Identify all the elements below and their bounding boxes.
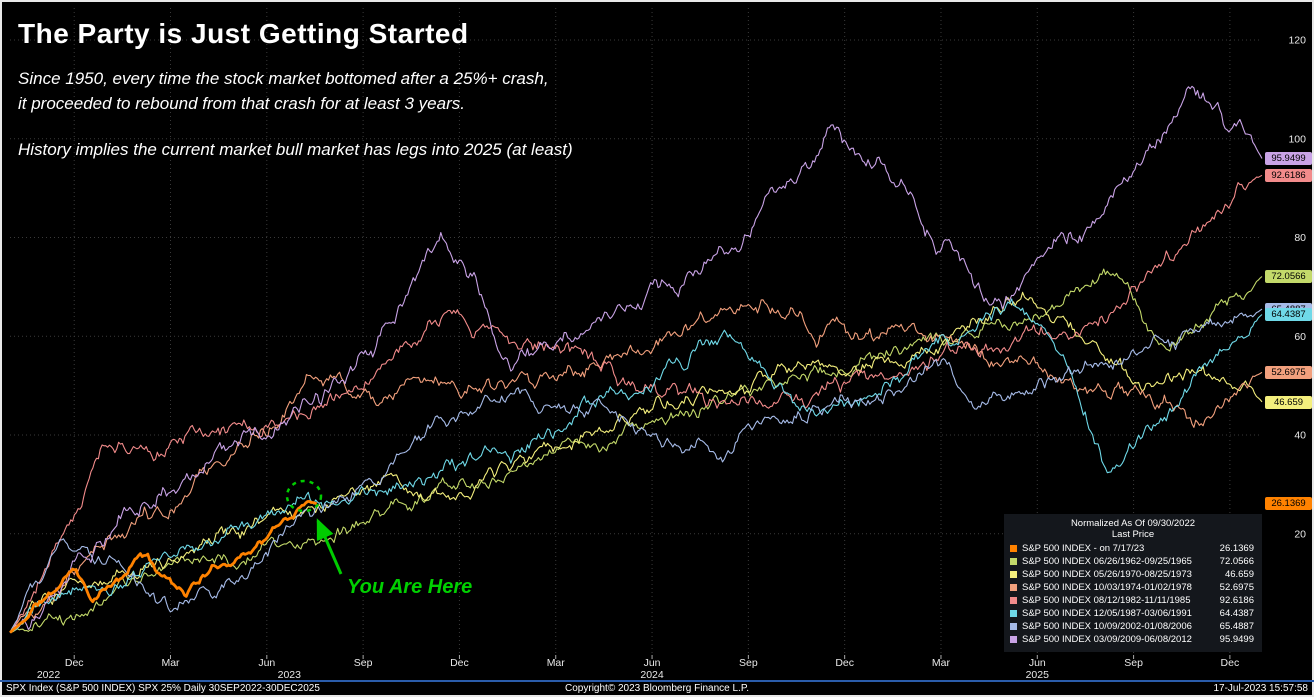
footer-timestamp: 17-Jul-2023 15:57:58	[1213, 683, 1308, 694]
legend-row: S&P 500 INDEX 05/26/1970-08/25/1973 46.65…	[1010, 568, 1256, 581]
legend-series-label: S&P 500 INDEX 10/03/1974-01/02/1978	[1022, 582, 1192, 593]
legend-series-value: 92.6186	[1219, 595, 1254, 606]
y-axis-tick-label: 60	[1294, 331, 1306, 343]
you-are-here-arrow	[316, 518, 343, 575]
legend-swatch-icon	[1010, 623, 1017, 630]
x-axis-month-label: Sep	[1124, 657, 1143, 669]
you-are-here-circle	[285, 479, 323, 513]
legend-swatch-icon	[1010, 597, 1017, 604]
x-axis-month-label: Sep	[739, 657, 758, 669]
x-axis-month-label: Mar	[161, 657, 180, 669]
y-axis-tick-label: 120	[1288, 35, 1306, 47]
footer-copyright: Copyright© 2023 Bloomberg Finance L.P.	[565, 683, 749, 694]
legend-swatch-icon	[1010, 571, 1017, 578]
series-line-2002	[9, 308, 1263, 633]
legend-row: S&P 500 INDEX 10/09/2002-01/08/2006 65.48…	[1010, 620, 1256, 633]
x-axis-month-label: Dec	[835, 657, 854, 669]
footer-bar: SPX Index (S&P 500 INDEX) SPX 25% Daily …	[0, 680, 1314, 695]
x-axis-year-label: 2024	[640, 669, 664, 681]
x-axis-month-label: Sep	[354, 657, 373, 669]
series-line-current	[9, 500, 318, 634]
x-axis-month-label: Jun	[644, 657, 661, 669]
y-axis-tick-label: 80	[1294, 232, 1306, 244]
legend-series-value: 46.659	[1224, 569, 1254, 580]
series-line-1970	[9, 291, 1263, 633]
legend-swatch-icon	[1010, 610, 1017, 617]
x-axis-month-label: Mar	[547, 657, 566, 669]
legend-series-value: 26.1369	[1219, 543, 1254, 554]
you-are-here-label: You Are Here	[347, 576, 473, 598]
legend-row: S&P 500 INDEX - on 7/17/23 26.1369	[1010, 542, 1256, 555]
legend-series-value: 65.4887	[1219, 621, 1254, 632]
series-line-1987	[9, 298, 1263, 633]
legend-last-price-header: Last Price	[1111, 529, 1155, 540]
legend-row: S&P 500 INDEX 06/26/1962-09/25/1965 72.05…	[1010, 555, 1256, 568]
legend-series-label: S&P 500 INDEX 12/05/1987-03/06/1991	[1022, 608, 1192, 619]
legend-series-label: S&P 500 INDEX 06/26/1962-09/25/1965	[1022, 556, 1192, 567]
legend-rows: S&P 500 INDEX - on 7/17/23 26.1369 S&P 500…	[1010, 542, 1256, 646]
legend-row: S&P 500 INDEX 12/05/1987-03/06/1991 64.43…	[1010, 607, 1256, 620]
legend-series-value: 72.0566	[1219, 556, 1254, 567]
legend-series-label: S&P 500 INDEX 05/26/1970-08/25/1973	[1022, 569, 1192, 580]
y-axis-tick-label: 20	[1294, 528, 1306, 540]
legend-series-label: S&P 500 INDEX - on 7/17/23	[1022, 543, 1145, 554]
legend-swatch-icon	[1010, 558, 1017, 565]
x-axis-month-label: Mar	[932, 657, 951, 669]
footer-instrument-info: SPX Index (S&P 500 INDEX) SPX 25% Daily …	[6, 683, 320, 694]
legend-row: S&P 500 INDEX 10/03/1974-01/02/1978 52.69…	[1010, 581, 1256, 594]
x-axis-month-label: Dec	[450, 657, 469, 669]
x-axis-month-label: Dec	[1221, 657, 1240, 669]
x-axis-year-label: 2022	[37, 669, 61, 681]
legend-series-value: 52.6975	[1219, 582, 1254, 593]
legend-series-label: S&P 500 INDEX 10/09/2002-01/08/2006	[1022, 621, 1192, 632]
legend-row: S&P 500 INDEX 03/09/2009-06/08/2012 95.94…	[1010, 633, 1256, 646]
legend-swatch-icon	[1010, 636, 1017, 643]
legend-series-label: S&P 500 INDEX 08/12/1982-11/11/1985	[1022, 595, 1191, 606]
series-line-2009	[9, 85, 1263, 633]
y-axis-tick-label: 100	[1288, 133, 1306, 145]
legend-normalized-header: Normalized As Of 09/30/2022	[1070, 518, 1196, 529]
x-axis-month-label: Jun	[1029, 657, 1046, 669]
series-line-1962	[9, 268, 1263, 634]
series-line-1982	[9, 174, 1263, 633]
legend-series-value: 95.9499	[1219, 634, 1254, 645]
legend-row: S&P 500 INDEX 08/12/1982-11/11/1985 92.61…	[1010, 594, 1256, 607]
x-axis-year-label: 2023	[278, 669, 302, 681]
legend-swatch-icon	[1010, 545, 1017, 552]
legend-series-value: 64.4387	[1219, 608, 1254, 619]
x-axis-month-label: Dec	[65, 657, 84, 669]
x-axis-year-label: 2025	[1026, 669, 1050, 681]
legend-panel: Normalized As Of 09/30/2022 Last Price S…	[1004, 514, 1262, 652]
legend-series-label: S&P 500 INDEX 03/09/2009-06/08/2012	[1022, 634, 1192, 645]
x-axis-month-label: Jun	[258, 657, 275, 669]
y-axis-tick-label: 40	[1294, 430, 1306, 442]
legend-swatch-icon	[1010, 584, 1017, 591]
